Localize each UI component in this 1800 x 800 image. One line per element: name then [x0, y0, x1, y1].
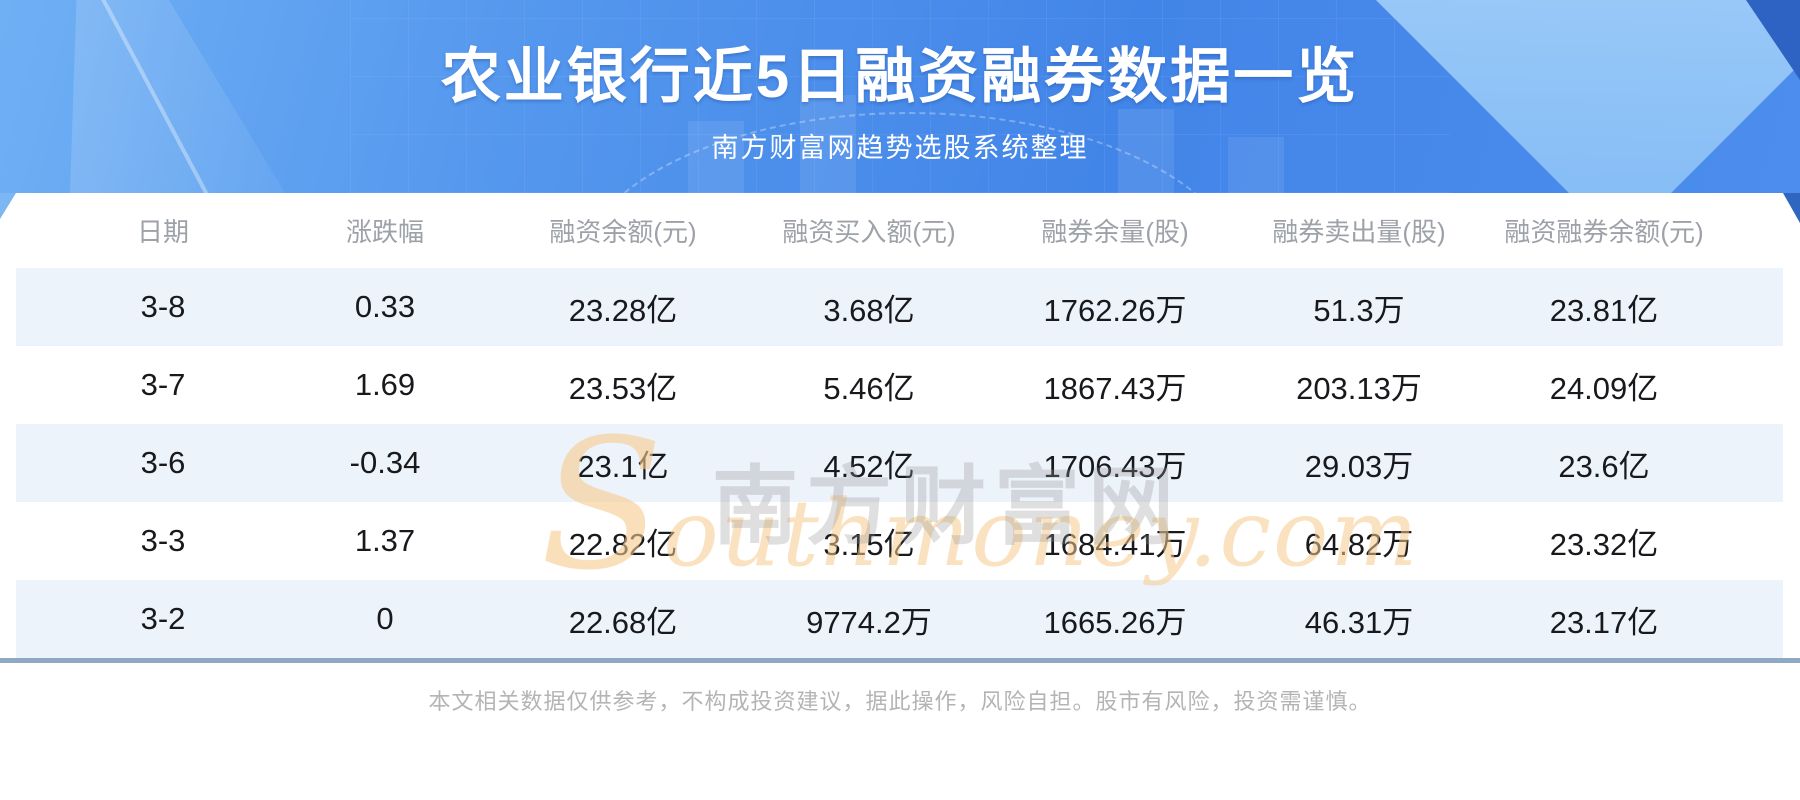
table-cell: 23.6亿	[1558, 448, 1650, 484]
table-cell: 22.82亿	[568, 526, 678, 562]
col-header-margin-total: 融资融券余额(元)	[1504, 217, 1704, 247]
table-cell: 1762.26万	[1043, 292, 1187, 328]
col-header-securities-sold: 融券卖出量(股)	[1272, 217, 1446, 247]
decor-chart-bar	[1228, 137, 1284, 193]
table-cell: 23.1亿	[577, 448, 669, 484]
table-cell: 3-7	[140, 367, 186, 402]
table-cell: 9774.2万	[806, 604, 932, 640]
table-cell: 0	[376, 601, 394, 636]
banner: 农业银行近5日融资融券数据一览 南方财富网趋势选股系统整理	[0, 0, 1800, 193]
table-row: 3-7 1.69 23.53亿 5.46亿 1867.43万 203.13万 2…	[16, 346, 1783, 424]
table-cell: -0.34	[349, 445, 421, 480]
table-row: 3-2 0 22.68亿 9774.2万 1665.26万 46.31万 23.…	[16, 580, 1783, 658]
table-cell: 1.69	[354, 367, 416, 402]
decor-chart-bar	[1118, 109, 1174, 193]
table-cell: 24.09亿	[1549, 370, 1659, 406]
table-cell: 3-3	[140, 523, 186, 558]
page-subtitle: 南方财富网趋势选股系统整理	[711, 133, 1089, 163]
decor-wedge-left	[0, 193, 16, 219]
table-cell: 3.15亿	[823, 526, 915, 562]
table-cell: 3-8	[140, 289, 186, 324]
table-cell: 46.31万	[1304, 604, 1414, 640]
table-cell: 22.68亿	[568, 604, 678, 640]
col-header-financing-balance: 融资余额(元)	[549, 217, 697, 247]
table-cell: 3-6	[140, 445, 186, 480]
col-header-financing-buy: 融资买入额(元)	[782, 217, 956, 247]
table-cell: 5.46亿	[823, 370, 915, 406]
table-cell: 0.33	[354, 289, 416, 324]
col-header-date: 日期	[136, 217, 189, 247]
table-cell: 203.13万	[1296, 370, 1422, 406]
col-header-change-pct: 涨跌幅	[345, 217, 424, 247]
table-cell: 4.52亿	[823, 448, 915, 484]
table-cell: 1684.41万	[1043, 526, 1187, 562]
table-cell: 64.82万	[1304, 526, 1414, 562]
data-card: 日期 涨跌幅 融资余额(元) 融资买入额(元) 融券余量(股) 融券卖出量(股)…	[16, 193, 1783, 658]
decor-wedge-right	[1783, 193, 1800, 223]
page-title: 农业银行近5日融资融券数据一览	[440, 43, 1360, 110]
table-cell: 1665.26万	[1043, 604, 1187, 640]
table-cell: 1706.43万	[1043, 448, 1187, 484]
divider-line	[0, 658, 1800, 663]
table-row: 3-8 0.33 23.28亿 3.68亿 1762.26万 51.3万 23.…	[16, 268, 1783, 346]
table-cell: 3-2	[140, 601, 186, 636]
table-cell: 23.28亿	[568, 292, 678, 328]
decor-chart-bar	[800, 95, 856, 193]
table-cell: 29.03万	[1304, 448, 1414, 484]
table-row: 3-6 -0.34 23.1亿 4.52亿 1706.43万 29.03万 23…	[16, 424, 1783, 502]
table-cell: 1867.43万	[1043, 370, 1187, 406]
col-header-securities-balance: 融券余量(股)	[1041, 217, 1189, 247]
table-cell: 3.68亿	[823, 292, 915, 328]
table-cell: 23.32亿	[1549, 526, 1659, 562]
disclaimer-text: 本文相关数据仅供参考，不构成投资建议，据此操作，风险自担。股市有风险，投资需谨慎…	[428, 689, 1372, 714]
table-cell: 23.81亿	[1549, 292, 1659, 328]
table-row: 3-3 1.37 22.82亿 3.15亿 1684.41万 64.82万 23…	[16, 502, 1783, 580]
table-cell: 51.3万	[1313, 292, 1405, 328]
decor-chart-bar	[688, 121, 744, 193]
table-cell: 23.53亿	[568, 370, 678, 406]
table-header-row: 日期 涨跌幅 融资余额(元) 融资买入额(元) 融券余量(股) 融券卖出量(股)…	[16, 193, 1783, 268]
table-cell: 1.37	[354, 523, 416, 558]
table-cell: 23.17亿	[1549, 604, 1659, 640]
